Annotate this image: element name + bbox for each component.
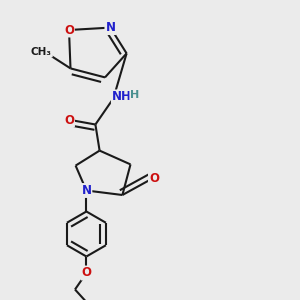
Text: NH: NH bbox=[112, 90, 132, 104]
Text: N: N bbox=[105, 21, 116, 34]
Text: CH₃: CH₃ bbox=[31, 46, 52, 57]
Text: H: H bbox=[130, 90, 140, 100]
Text: O: O bbox=[64, 23, 74, 37]
Text: O: O bbox=[81, 266, 92, 280]
Text: N: N bbox=[81, 184, 92, 197]
Text: O: O bbox=[149, 172, 159, 185]
Text: O: O bbox=[64, 113, 74, 127]
